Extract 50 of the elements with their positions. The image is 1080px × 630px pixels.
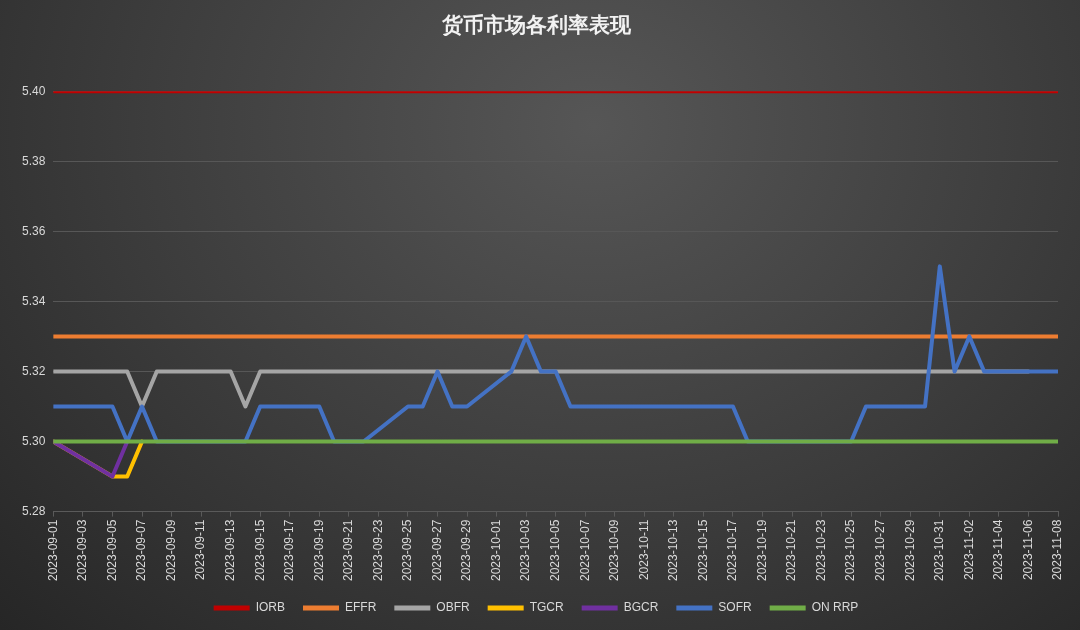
x-tick-label: 2023-10-25: [843, 519, 858, 582]
x-tick-label: 2023-10-11: [636, 519, 651, 581]
x-tick-label: 2023-10-03: [518, 519, 533, 582]
x-tick-label: 2023-09-21: [341, 519, 356, 582]
x-tick-label: 2023-09-25: [400, 519, 415, 582]
x-tick-label: 2023-10-21: [784, 519, 799, 582]
x-tick-label: 2023-09-05: [104, 519, 119, 582]
x-tick-label: 2023-09-07: [134, 519, 149, 582]
legend-label: IORB: [255, 600, 286, 615]
y-tick-label: 5.36: [22, 223, 46, 238]
x-tick-label: 2023-09-01: [45, 519, 60, 582]
chart-title: 货币市场各利率表现: [440, 13, 632, 38]
x-tick-label: 2023-10-17: [725, 519, 740, 582]
y-tick-label: 5.30: [22, 433, 46, 448]
legend-label: EFFR: [345, 600, 377, 615]
x-tick-label: 2023-09-27: [429, 519, 444, 582]
y-tick-label: 5.38: [22, 153, 46, 168]
x-tick-label: 2023-11-06: [1020, 519, 1035, 581]
x-tick-label: 2023-09-09: [163, 519, 178, 582]
x-tick-label: 2023-09-03: [75, 519, 90, 582]
x-tick-label: 2023-09-23: [370, 519, 385, 582]
x-tick-label: 2023-10-19: [754, 519, 769, 582]
x-tick-label: 2023-10-23: [813, 519, 828, 582]
x-tick-label: 2023-10-05: [547, 519, 562, 582]
x-tick-label: 2023-09-19: [311, 519, 326, 582]
y-tick-label: 5.32: [22, 363, 46, 378]
legend-label: TGCR: [529, 600, 564, 615]
x-tick-label: 2023-10-29: [902, 519, 917, 582]
x-tick-label: 2023-10-27: [873, 519, 888, 582]
legend-label: OBFR: [436, 600, 470, 615]
x-tick-label: 2023-09-29: [459, 519, 474, 582]
x-tick-label: 2023-09-11: [193, 519, 208, 581]
x-tick-label: 2023-09-15: [252, 519, 267, 582]
legend-label: BGCR: [623, 600, 659, 615]
x-tick-label: 2023-11-04: [991, 519, 1006, 581]
legend-label: ON RRP: [811, 600, 859, 615]
x-tick-label: 2023-11-08: [1050, 519, 1065, 581]
x-tick-label: 2023-10-07: [577, 519, 592, 582]
y-tick-label: 5.34: [22, 293, 46, 308]
legend-label: SOFR: [718, 600, 752, 615]
x-tick-label: 2023-11-02: [961, 519, 976, 581]
x-tick-label: 2023-10-13: [666, 519, 681, 582]
y-tick-label: 5.28: [22, 503, 46, 518]
x-tick-label: 2023-10-09: [607, 519, 622, 582]
x-tick-label: 2023-10-01: [488, 519, 503, 582]
x-tick-label: 2023-10-15: [695, 519, 710, 582]
x-tick-label: 2023-10-31: [932, 519, 947, 582]
y-tick-label: 5.40: [22, 83, 46, 98]
x-tick-label: 2023-09-17: [282, 519, 297, 582]
x-tick-label: 2023-09-13: [222, 519, 237, 582]
